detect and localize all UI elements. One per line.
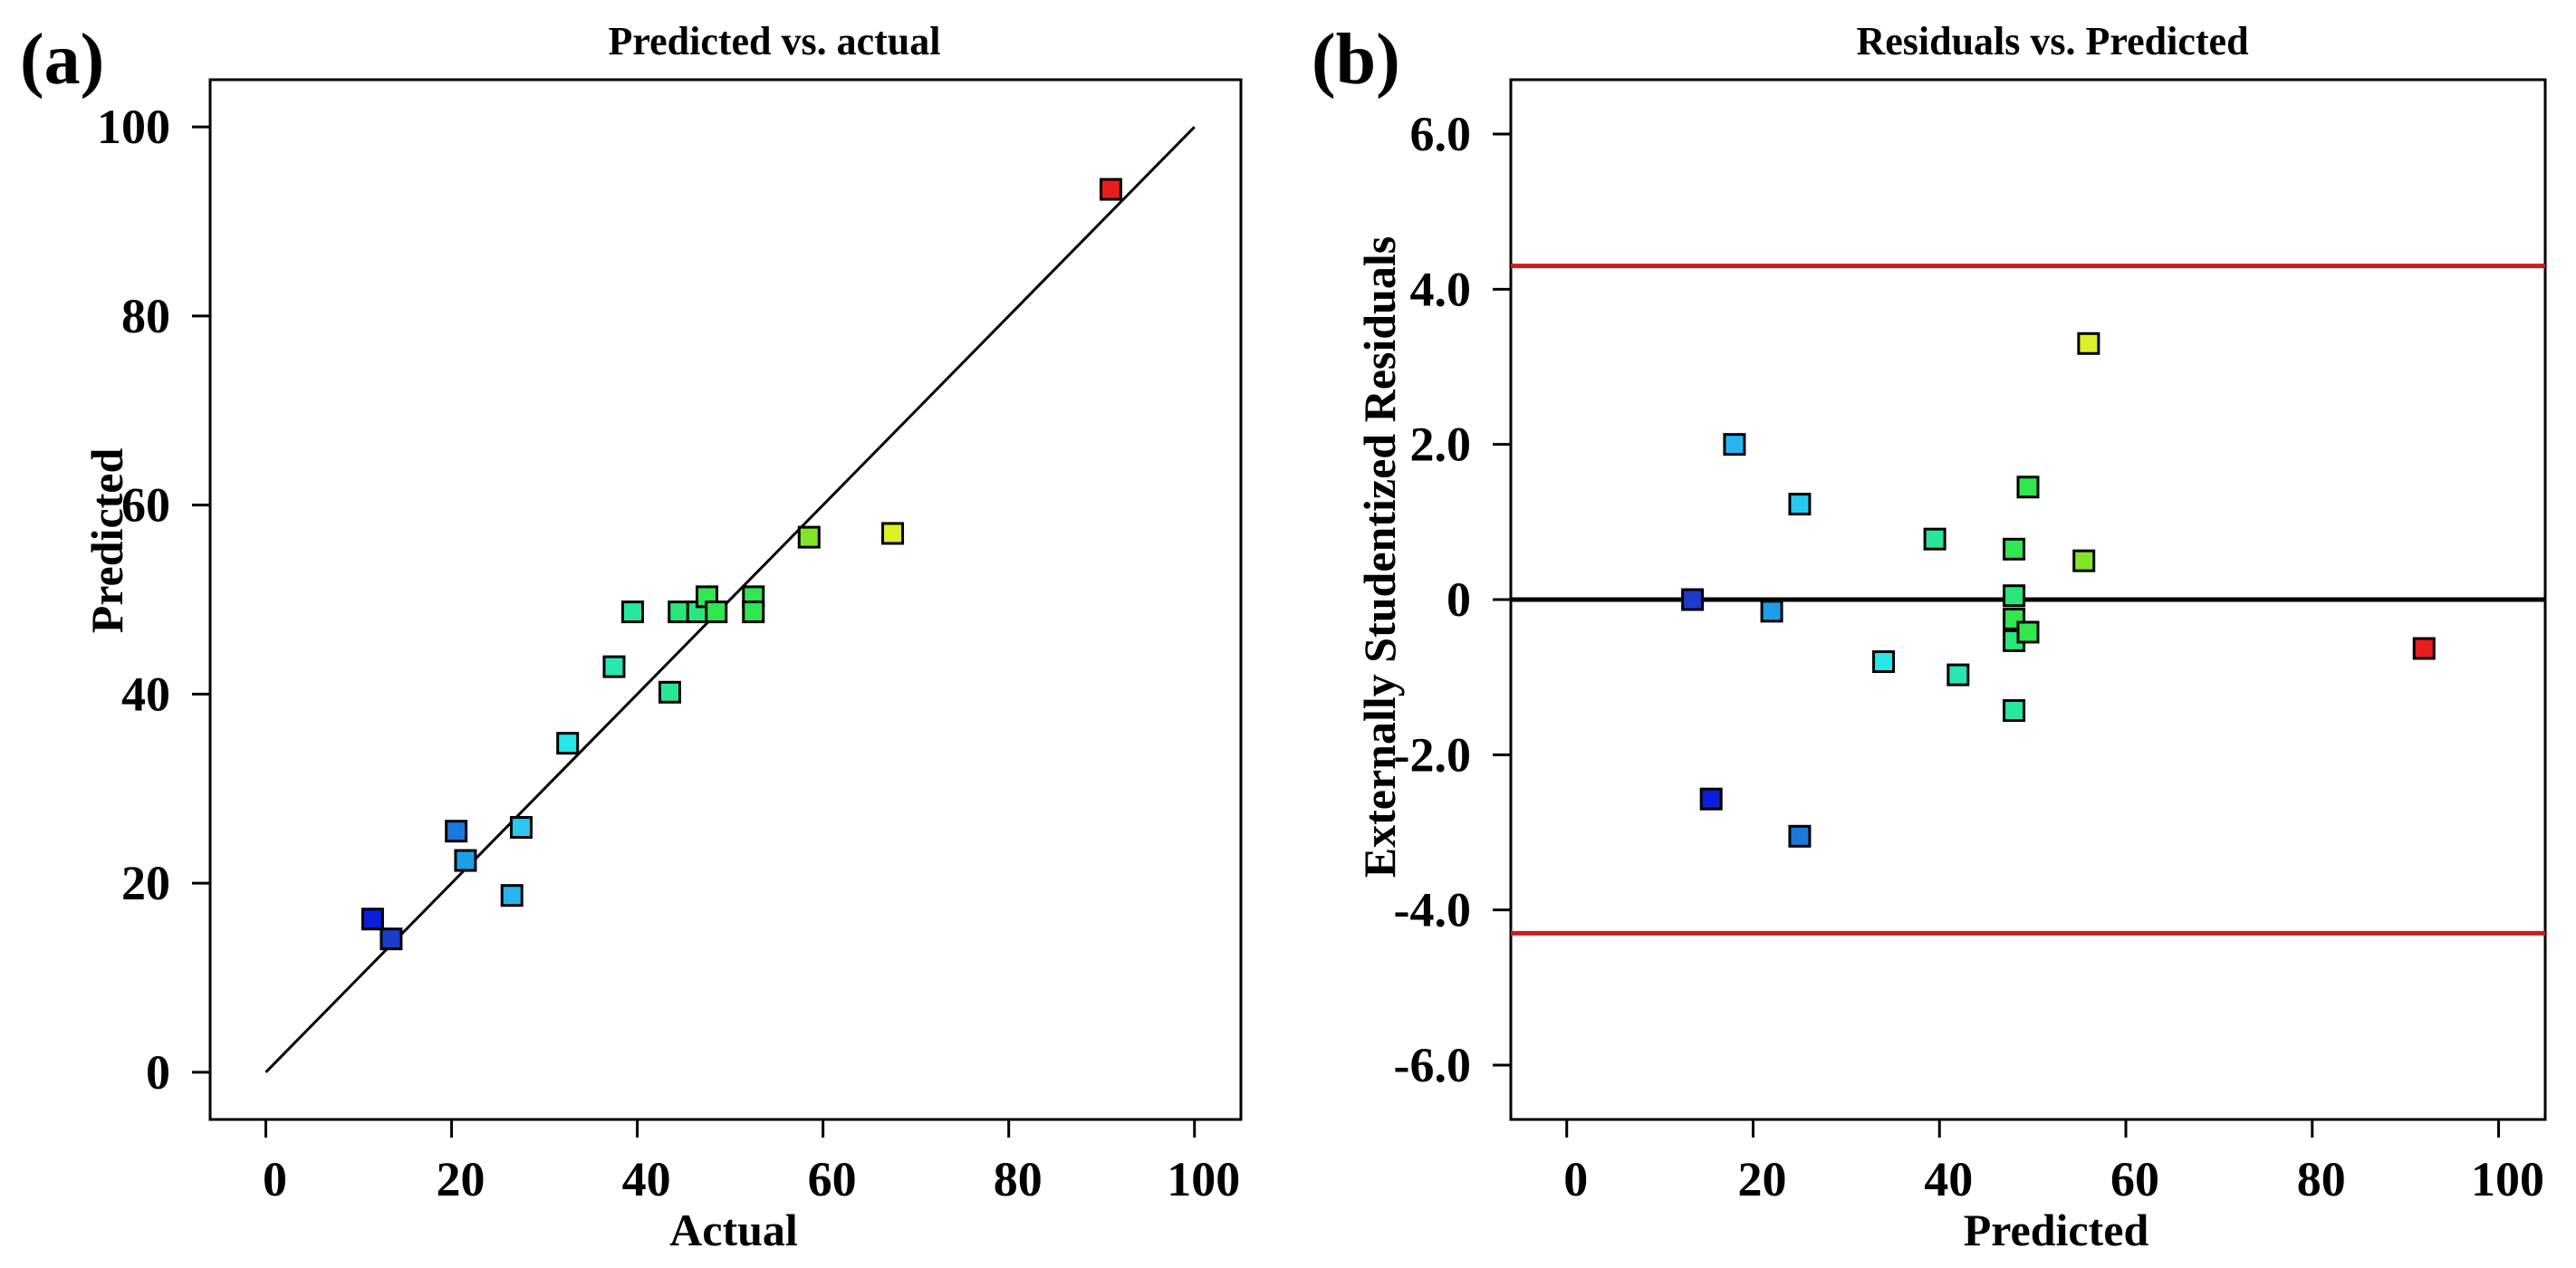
panel-b-ytick-label: 2.0 [1410, 418, 1472, 472]
panel-b-data-point [2016, 620, 2040, 644]
panel-b-data-point [2412, 637, 2436, 660]
panel-b-xtick-label: 60 [2110, 1152, 2159, 1206]
panel-b-xtick-label: 20 [1737, 1152, 1786, 1206]
panel-a-label: (a) [20, 20, 104, 100]
panel-b-data-point [2003, 537, 2026, 561]
panel-b-ytick-label: -4.0 [1394, 883, 1471, 937]
panel-a-ytick-label: 80 [121, 289, 170, 343]
panel-a-data-point [602, 655, 626, 678]
panel-b-data-point [2003, 699, 2026, 723]
panel-a-data-point [380, 927, 403, 951]
panel-a-ytick-label: 0 [146, 1045, 170, 1100]
panel-a-data-point [668, 600, 691, 624]
panel-a-xtick-label: 60 [808, 1152, 857, 1206]
panel-a-data-point [705, 600, 728, 624]
panel-a-data-point [881, 522, 905, 545]
panel-a-data-point [509, 816, 533, 840]
panel-b-data-point [1723, 433, 1746, 456]
panel-a-data-point [556, 732, 580, 755]
panel-b-ytick-label: -6.0 [1394, 1038, 1471, 1092]
panel-b-title: Residuals vs. Predicted [1856, 19, 2248, 63]
panel-a-data-point [445, 820, 468, 843]
panel-b-xlabel: Predicted [1964, 1205, 2149, 1255]
panel-a-data-point [1099, 178, 1122, 201]
panel-a-xtick-label: 40 [622, 1152, 671, 1206]
panel-a-frame [208, 78, 1243, 1121]
panel-a-data-point [454, 849, 477, 872]
panel-b-ytick-label: -2.0 [1394, 727, 1471, 782]
panel-b-xtick-label: 0 [1563, 1152, 1588, 1206]
panel-b: (b) Residuals vs. Predicted 0 20 40 60 80 100… [1312, 19, 2547, 1255]
panel-a-data-point [500, 884, 524, 908]
panel-b-data-point [2077, 331, 2100, 355]
panel-b-data-point [1788, 493, 1812, 516]
panel-a-xtick-label: 20 [437, 1152, 485, 1206]
panel-a-xtick-label: 100 [1167, 1152, 1240, 1206]
panel-b-ytick-label: 4.0 [1410, 262, 1472, 316]
panel-a: (a) Predicted vs. actual 0 20 40 60 80 100 0 20… [20, 19, 1243, 1255]
panel-b-plot-area: 0 20 40 60 80 100 6.0 4.0 2.0 0 -2.0 -4.0 -6.0 [1394, 78, 2547, 1206]
panel-b-data-point [1681, 588, 1705, 611]
panel-b-data-point [1760, 600, 1783, 623]
panel-b-data-point [2072, 549, 2096, 572]
panel-b-data-point [1788, 824, 1812, 848]
panel-a-data-point [360, 908, 384, 931]
panel-a-data-point [742, 600, 765, 624]
panel-b-ytick-label: 6.0 [1410, 107, 1472, 161]
panel-a-ytick-label: 20 [121, 856, 170, 910]
panel-a-data-point [620, 600, 644, 624]
panel-b-ylabel: Externally Studentized Residuals [1354, 236, 1405, 878]
panel-a-ylabel: Predicted [82, 448, 132, 634]
panel-b-data-point [1946, 663, 1970, 687]
panel-b-xtick-label: 80 [2297, 1152, 2346, 1206]
panel-b-label: (b) [1312, 20, 1400, 100]
panel-b-data-point [1699, 787, 1723, 811]
panel-a-data-point [658, 680, 681, 704]
panel-b-data-point [2016, 476, 2040, 499]
panel-a-xlabel: Actual [669, 1205, 798, 1255]
panel-b-data-point [1923, 527, 1946, 551]
panel-a-ytick-label: 40 [121, 667, 170, 721]
panel-a-xtick-label: 0 [263, 1152, 287, 1206]
panel-a-data-point [797, 525, 821, 549]
panel-b-data-point [1872, 650, 1896, 674]
panel-b-ytick-label: 0 [1447, 572, 1471, 627]
panel-a-title: Predicted vs. actual [608, 19, 940, 63]
panel-a-reference-line [264, 126, 1196, 1073]
panel-b-xtick-label: 100 [2471, 1152, 2544, 1206]
panel-b-xtick-label: 40 [1924, 1152, 1973, 1206]
panel-a-plot-area: 0 20 40 60 80 100 0 20 40 60 80 100 [97, 78, 1243, 1206]
panel-a-xtick-label: 80 [994, 1152, 1043, 1206]
panel-a-ytick-label: 60 [121, 478, 170, 533]
panel-b-data-point [2003, 584, 2026, 608]
panel-a-ytick-label: 100 [97, 100, 170, 154]
